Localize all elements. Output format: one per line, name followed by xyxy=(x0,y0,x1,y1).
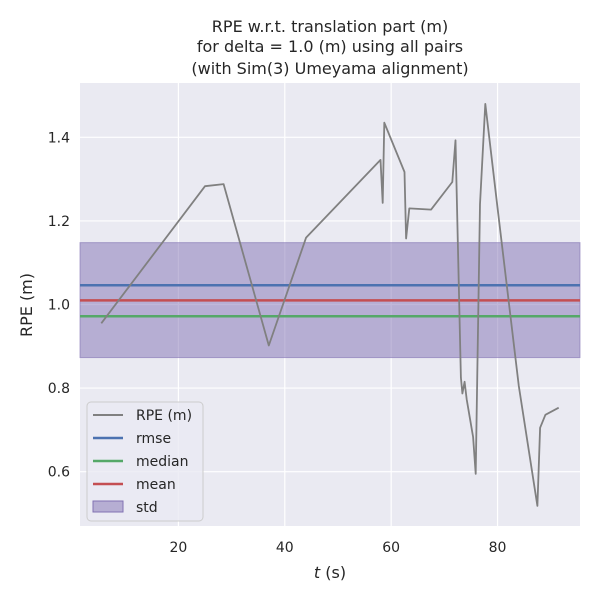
series-layer xyxy=(100,103,560,507)
y-tick-label: 1.4 xyxy=(48,130,70,146)
x-tick-label: 20 xyxy=(169,540,187,556)
legend-label-median: median xyxy=(136,454,188,470)
chart-title-line-2: for delta = 1.0 (m) using all pairs xyxy=(197,37,463,56)
legend-label-mean: mean xyxy=(136,477,176,493)
x-axis-label: t (s) xyxy=(314,563,346,582)
legend-label-std: std xyxy=(136,500,158,516)
tick-labels: 20 40 60 80 0.6 0.8 1.0 1.2 1.4 xyxy=(48,130,507,556)
y-tick-label: 0.6 xyxy=(48,465,70,481)
legend-frame xyxy=(86,401,204,522)
y-axis-label: RPE (m) xyxy=(17,273,36,337)
legend-label-rmse: rmse xyxy=(136,431,171,447)
chart-title-line-1: RPE w.r.t. translation part (m) xyxy=(212,17,448,36)
chart-title-line-3: (with Sim(3) Umeyama alignment) xyxy=(191,59,468,78)
stat-lines-layer xyxy=(80,284,580,318)
rpe-series-line xyxy=(100,103,560,507)
legend: RPE (m) rmse median mean std xyxy=(86,401,204,522)
x-axis-label-var: t xyxy=(314,563,321,582)
x-axis-label-unit: (s) xyxy=(320,563,346,582)
x-tick-label: 80 xyxy=(489,540,507,556)
y-tick-label: 1.2 xyxy=(48,214,70,230)
legend-swatch-std xyxy=(92,500,124,513)
x-tick-label: 40 xyxy=(276,540,294,556)
y-tick-label: 1.0 xyxy=(48,298,70,314)
legend-label-rpe: RPE (m) xyxy=(136,408,192,424)
y-tick-label: 0.8 xyxy=(48,381,70,397)
x-tick-label: 60 xyxy=(382,540,400,556)
